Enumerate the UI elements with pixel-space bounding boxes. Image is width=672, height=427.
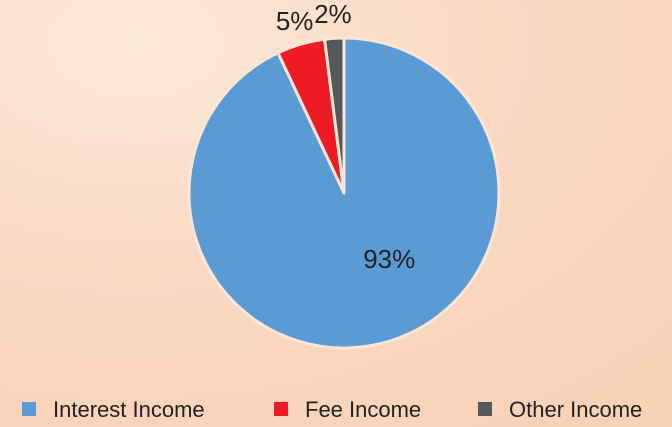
legend-label: Fee Income — [305, 397, 421, 422]
legend-label: Interest Income — [53, 397, 205, 422]
pie: 93% 5% 2% — [187, 0, 501, 350]
legend-swatch — [274, 402, 288, 416]
data-label: 5% — [276, 6, 314, 36]
legend: Interest Income Fee Income Other Income — [22, 397, 642, 422]
legend-swatch — [22, 402, 36, 416]
legend-swatch — [478, 402, 492, 416]
pie-slice — [323, 36, 346, 195]
legend-label: Other Income — [509, 397, 642, 422]
data-label: 2% — [314, 0, 352, 29]
data-label: 93% — [363, 244, 415, 274]
